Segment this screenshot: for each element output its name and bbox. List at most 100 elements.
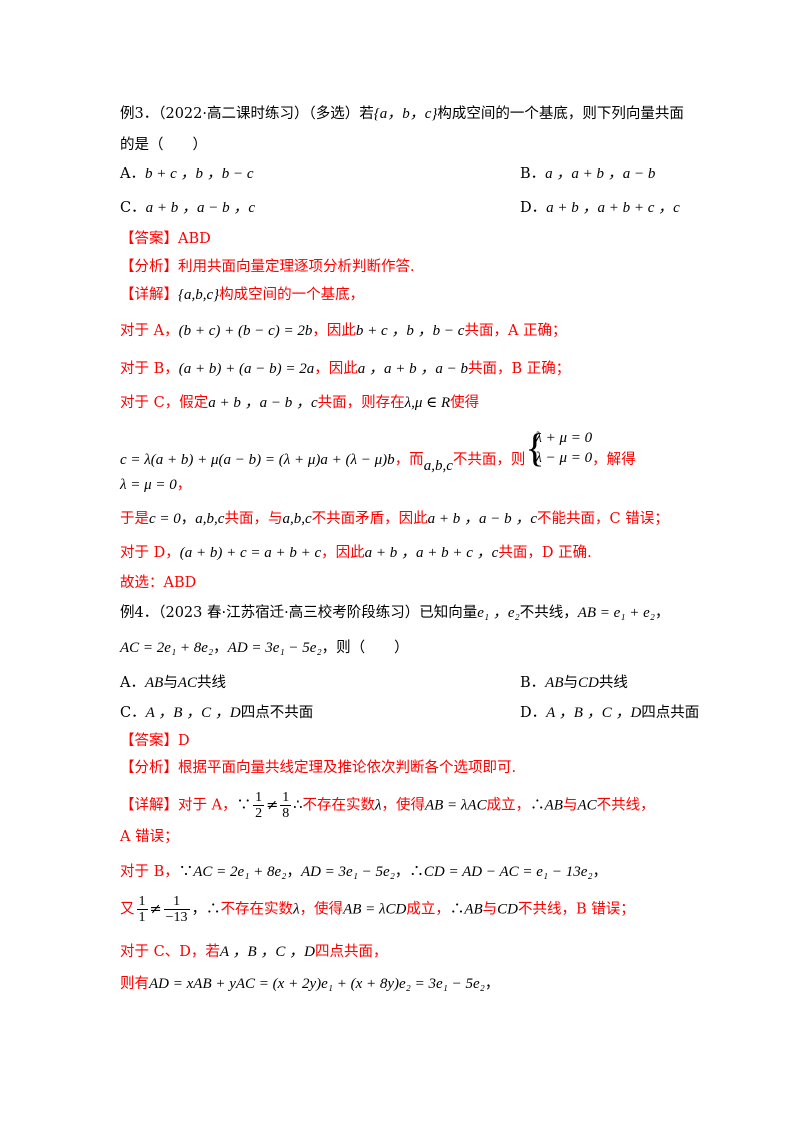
- ex3-option-b-wrap: B．a ，a + b ，a − b: [520, 164, 655, 184]
- ex3-detail-c-text-4: 不共面，则: [452, 452, 526, 468]
- ex4-detail-b-text-1: 不存在实数: [220, 901, 294, 918]
- ex4-analysis-label: 【分析】: [120, 760, 178, 776]
- ex3-detail-c2-text-3: 不共面矛盾，因此: [311, 511, 428, 527]
- ex4-option-a-label: A．: [120, 675, 145, 691]
- fraction-1-8-den: 8: [282, 806, 290, 821]
- ex4-detail-then-eq: AD = xAB + yAC = (x + 2y)e₁ + (x + 8y)e₂…: [149, 976, 485, 992]
- ex4-detail-b-you: 又: [120, 901, 135, 918]
- ex4-detail-b-concl-and: 与: [482, 901, 498, 918]
- ex4-detail-b-2: 又 1 1 ≠ 1 −13 ，∴不存在实数λ，使得AB = λCD成立，∴AB与CD不共线，…: [120, 894, 635, 925]
- ex4-option-d-label: D．: [520, 705, 547, 721]
- ex4-detail-a-text-2: ，使得: [381, 797, 425, 814]
- ex3-detail-b-math: (a + b) + (a − b) = 2a: [178, 361, 315, 377]
- left-brace-icon: {: [525, 425, 545, 470]
- ex4-stem-line-1: 例4．（2023 春·江苏宿迁·高三校考阶段练习）已知向量e₁ ，e₂不共线，A…: [120, 603, 670, 623]
- ex3-answer: 【答案】ABD: [120, 229, 211, 249]
- ex4-detail-a-concl-text: 不共线，: [596, 797, 655, 814]
- ex3-stem-text-2: 构成空间的一个基底，则下列向量共面: [437, 106, 684, 122]
- ex3-detail-d: 对于 D，(a + b) + c = a + b + c，因此a + b ，a …: [120, 543, 592, 563]
- ex3-option-d-label: D．: [520, 200, 547, 216]
- ex3-detail-c2-abc2: a,b,c: [282, 511, 312, 527]
- ex3-detail-d-prefix: 对于 D，: [120, 545, 180, 561]
- ex4-detail-a-text-3: 成立，: [486, 797, 531, 814]
- ex3-detail-a-text-2: 共面，A 正确；: [464, 323, 567, 339]
- neq-symbol: ≠: [266, 797, 279, 814]
- ex4-option-b-and: 与: [563, 675, 578, 691]
- fraction-1-2-num: 1: [253, 790, 265, 806]
- ex3-answer-value: ABD: [178, 231, 211, 247]
- ex4-detail-cd-points: A ，B ，C ，D: [219, 944, 315, 960]
- ex3-conclusion-text: 故选：ABD: [120, 575, 197, 591]
- ex3-detail-c-text-2: 使得: [450, 395, 480, 411]
- ex4-option-d-text: 四点共面: [641, 705, 700, 721]
- ex3-detail-c2-text-1: 于是: [120, 511, 149, 527]
- ex4-analysis: 【分析】根据平面向量共线定理及推论依次判断各个选项即可.: [120, 758, 516, 778]
- ex4-detail-then-end: ，: [484, 976, 500, 992]
- fraction-1-1-num: 1: [136, 894, 148, 910]
- ex3-detail-c: 对于 C，假定a + b ，a − b ，c共面，则存在λ,μ ∈ R使得: [120, 393, 479, 413]
- ex3-detail-c2-vecs: a + b ，a − b ，c: [427, 511, 538, 527]
- ex3-detail-label: 【详解】: [120, 287, 178, 303]
- ex4-stem-comma: ，: [655, 605, 670, 621]
- ex3-detail-c-text-3: ，而: [394, 452, 424, 468]
- ex3-detail-text: 构成空间的一个基底，: [219, 287, 365, 303]
- ex4-detail-a-eq: AB = λAC: [424, 797, 487, 814]
- fraction-1-8-num: 1: [280, 790, 292, 806]
- ex4-stem-vecs: e₁ ，e₂: [477, 605, 520, 621]
- ex3-detail-b-vecs: a ，a + b ，a − b: [357, 361, 468, 377]
- ex3-detail-a: 对于 A，(b + c) + (b − c) = 2b，因此b + c ，b ，…: [120, 321, 567, 341]
- ex3-equation-system: {λ + μ = 0 λ − μ = 0: [525, 428, 592, 468]
- ex4-detail-a-lambda: λ: [374, 797, 382, 814]
- fraction-1-1-den: 1: [138, 910, 146, 925]
- ex4-option-a-and: 与: [163, 675, 178, 691]
- ex3-detail-b-text-2: 共面，B 正确；: [467, 361, 571, 377]
- ex3-detail-c2-text-4: 不能共面，C 错误；: [537, 511, 669, 527]
- ex3-detail-c2-abc: a,b,c: [195, 511, 225, 527]
- ex4-detail-a-text-1: 不存在实数: [302, 797, 375, 814]
- fraction-1-neg13-num: 1: [163, 894, 190, 910]
- ex4-option-b-text: 共线: [598, 675, 628, 691]
- ex4-detail-a-prefix: 对于 A，: [178, 797, 237, 814]
- ex3-detail-basis: {a,b,c}: [178, 287, 220, 303]
- ex4-option-d-points: A ，B ，C ，D: [546, 705, 642, 721]
- ex4-option-d-wrap: D．A ，B ，C ，D四点共面: [520, 703, 699, 723]
- ex4-detail-label: 【详解】: [120, 797, 178, 814]
- ex4-detail-a: 【详解】对于 A，∵ 1 2 ≠ 1 8 ∴不存在实数λ，使得AB = λAC成立，∴AB与…: [120, 790, 655, 821]
- ex3-detail-c2-sep: ，: [180, 511, 196, 527]
- because-icon: ∵: [236, 797, 252, 814]
- ex3-detail-c-lm: λ,μ ∈ R: [404, 395, 451, 411]
- ex4-detail-then: 则有AD = xAB + yAC = (x + 2y)e₁ + (x + 8y)…: [120, 974, 499, 994]
- ex3-stem-text-3: 的是（ ）: [120, 137, 207, 153]
- ex3-detail-a-vecs: b + c ，b ，b − c: [355, 323, 465, 339]
- ex3-option-a: b + c ，b ，b − c: [144, 166, 254, 182]
- ex4-detail-b-concl-vec-2: CD: [497, 901, 519, 918]
- ex4-option-c-label: C．: [120, 705, 146, 721]
- ex3-basis: {a，b，c}: [373, 106, 438, 122]
- ex4-stem-ac: AC = 2e₁ + 8e₂: [120, 640, 214, 656]
- ex3-detail-c-vecs: a + b ，a − b ，c: [208, 395, 318, 411]
- ex4-detail-cd-text: 四点共面，: [315, 944, 388, 960]
- ex3-detail-d-vecs: a + b ，a + b + c ，c: [364, 545, 499, 561]
- ex3-conclusion: 故选：ABD: [120, 573, 196, 593]
- ex3-option-d: a + b ，a + b + c ，c: [546, 200, 680, 216]
- ex3-analysis: 【分析】利用共面向量定理逐项分析判断作答.: [120, 257, 415, 277]
- ex4-option-b-vec-2: CD: [577, 675, 599, 691]
- therefore-icon: ∴: [293, 797, 303, 814]
- ex4-answer-value: D: [178, 733, 190, 749]
- ex3-detail-d-math: (a + b) + c = a + b + c: [179, 545, 322, 561]
- ex4-detail-b-ac: AC = 2e₁ + 8e₂: [193, 864, 287, 880]
- ex4-detail-cd-prefix: 对于 C、D，若: [120, 944, 220, 960]
- ex3-detail-a-text-1: ，因此: [312, 323, 356, 339]
- ex4-detail-a-wrong-text: A 错误；: [120, 829, 179, 845]
- ex4-detail-b: 对于 B，∵AC = 2e₁ + 8e₂，AD = 3e₁ − 5e₂，∴CD …: [120, 864, 608, 880]
- ex4-detail-b-concl-text: 不共线，B 错误；: [518, 901, 635, 918]
- ex3-detail-c-equation: c = λ(a + b) + μ(a − b) = (λ + μ)a + (λ …: [120, 428, 636, 475]
- fraction-1-neg13: 1 −13: [163, 894, 190, 925]
- ex4-stem-text-3: ，则（ ）: [321, 640, 409, 656]
- ex4-stem-line-2: AC = 2e₁ + 8e₂，AD = 3e₁ − 5e₂，则（ ）: [120, 640, 409, 656]
- ex4-option-b-wrap: B．AB与CD共线: [520, 673, 628, 693]
- ex3-analysis-label: 【分析】: [120, 259, 178, 275]
- ex4-options-row-1: A．AB与AC共线 B．AB与CD共线: [120, 673, 628, 693]
